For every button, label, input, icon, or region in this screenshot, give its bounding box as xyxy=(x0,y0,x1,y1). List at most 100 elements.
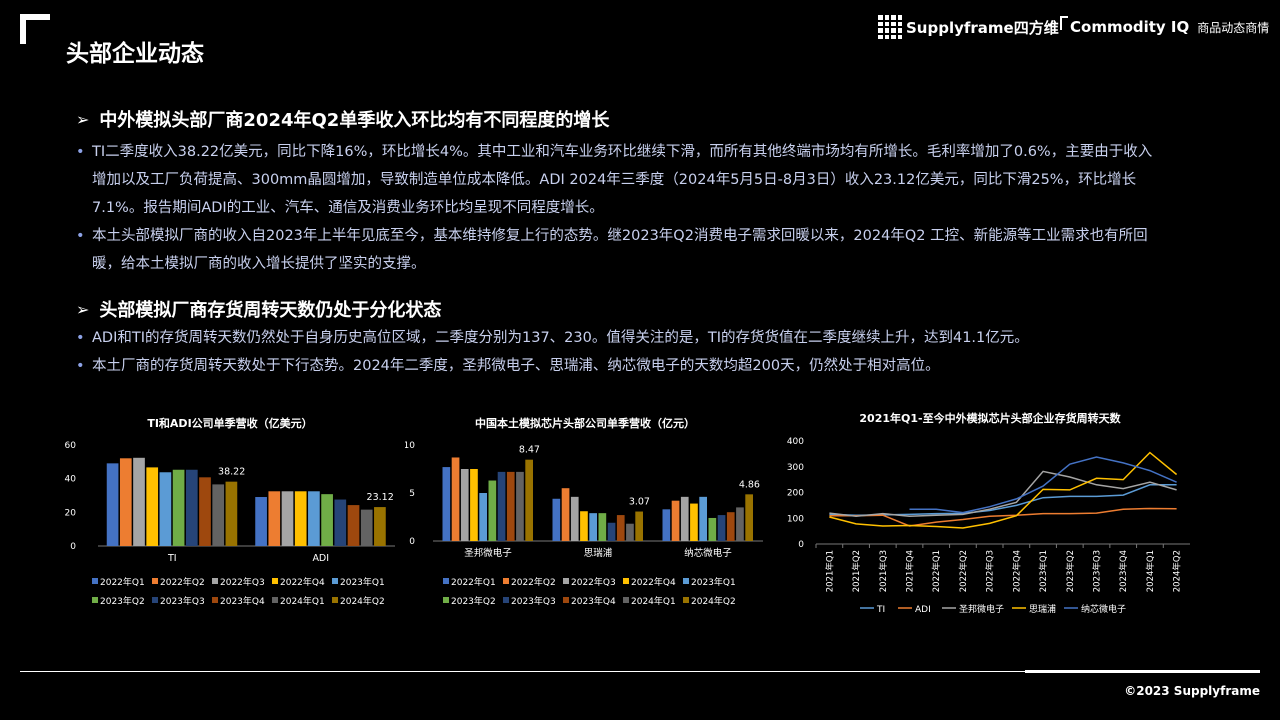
bar xyxy=(690,503,698,541)
bar xyxy=(745,494,753,541)
section1-bullet-2: • 本土头部模拟厂商的收入自2023年上半年见底至今，基本维持修复上行的态势。继… xyxy=(76,222,1156,278)
copyright: ©2023 Supplyframe xyxy=(1124,684,1260,698)
legend-swatch xyxy=(443,597,449,603)
legend-swatch xyxy=(212,597,218,603)
section2-bullet-2: • 本土厂商的存货周转天数处于下行态势。2024年二季度，圣邦微电子、思瑞浦、纳… xyxy=(76,352,1156,380)
y-tick-label: 0 xyxy=(70,542,76,552)
bar xyxy=(172,469,185,546)
y-tick-label: 400 xyxy=(787,437,804,447)
bar xyxy=(671,500,680,541)
bar xyxy=(255,497,267,546)
section2-heading: ➢ 头部模拟厂商存货周转天数仍处于分化状态 xyxy=(76,296,441,322)
category-label: ADI xyxy=(312,553,329,564)
legend-swatch xyxy=(92,578,98,584)
bar xyxy=(321,494,333,546)
y-tick-label: 5 xyxy=(409,489,415,499)
supplyframe-grid-icon xyxy=(878,15,902,39)
legend-label: 2022年Q4 xyxy=(280,576,325,588)
bar xyxy=(680,496,689,541)
bar xyxy=(607,522,616,541)
x-tick-label: 2022年Q3 xyxy=(985,550,996,592)
legend-label: 纳芯微电子 xyxy=(1081,603,1126,615)
legend-label: 2024年Q2 xyxy=(691,595,736,607)
bar xyxy=(347,505,360,546)
section1-bullet-1: • TI二季度收入38.22亿美元，同比下降16%，环比增长4%。其中工业和汽车… xyxy=(76,138,1156,222)
bar xyxy=(308,491,320,546)
x-tick-label: 2021年Q2 xyxy=(851,550,862,592)
legend-label: 2022年Q3 xyxy=(571,576,616,588)
bar xyxy=(199,477,211,546)
x-tick-label: 2021年Q3 xyxy=(878,550,889,592)
bar xyxy=(185,469,198,546)
legend-swatch xyxy=(443,578,449,584)
bar xyxy=(708,517,717,541)
legend-swatch xyxy=(623,597,629,603)
data-label: 38.22 xyxy=(218,467,245,478)
bar xyxy=(616,515,625,541)
bar xyxy=(717,515,726,541)
section1-heading-text: 中外模拟头部厂商2024年Q2单季收入环比均有不同程度的增长 xyxy=(99,110,610,131)
section2-heading-text: 头部模拟厂商存货周转天数仍处于分化状态 xyxy=(99,300,442,321)
chart-title: 中国本土模拟芯片头部公司单季营收（亿元） xyxy=(475,416,695,430)
bar xyxy=(589,513,597,541)
bullet-dot-icon: • xyxy=(76,228,85,244)
y-tick-label: 100 xyxy=(787,514,804,524)
y-tick-label: 60 xyxy=(65,441,77,451)
legend-swatch xyxy=(683,578,689,584)
bar xyxy=(470,469,478,541)
chart-title: 2021年Q1-至今中外模拟芯片头部企业存货周转天数 xyxy=(859,411,1121,425)
bar xyxy=(726,512,735,541)
data-label: 3.07 xyxy=(629,497,650,508)
legend-swatch xyxy=(212,578,218,584)
y-tick-label: 20 xyxy=(65,508,77,518)
ti-adi-revenue-chart: TI和ADI公司单季营收（亿美元） 0 20 40 60 TI ADI 38.22 23.12 2… xyxy=(65,416,395,607)
supplyframe-logo: Supplyframe四方维 xyxy=(878,14,1059,40)
legend-swatch xyxy=(503,597,509,603)
series-line xyxy=(829,507,1177,527)
bar xyxy=(451,457,460,541)
y-tick-label: 40 xyxy=(65,475,77,485)
bar xyxy=(525,459,533,541)
bar xyxy=(146,467,159,546)
legend-label: 2023年Q1 xyxy=(340,576,385,588)
legend-label: 2023年Q2 xyxy=(100,595,145,607)
bar xyxy=(212,484,225,546)
bar xyxy=(516,471,524,541)
bar xyxy=(552,498,561,541)
section2-bullet-1: • ADI和TI的存货周转天数仍然处于自身历史高位区域，二季度分别为137、23… xyxy=(76,324,1156,352)
bar xyxy=(106,463,119,546)
legend-swatch xyxy=(563,578,569,584)
legend-swatch xyxy=(503,578,509,584)
bar xyxy=(460,469,469,541)
legend-label: 圣邦微电子 xyxy=(959,603,1004,615)
y-tick-label: 0 xyxy=(409,537,415,547)
data-label: 23.12 xyxy=(367,492,394,503)
legend-swatch xyxy=(563,597,569,603)
category-label: 圣邦微电子 xyxy=(464,547,512,559)
x-tick-label: 2023年Q4 xyxy=(1118,550,1129,592)
bar xyxy=(570,496,579,541)
corner-bracket-decoration xyxy=(20,14,50,44)
inventory-turnover-days-chart: 2021年Q1-至今中外模拟芯片头部企业存货周转天数 0 100 200 300 400 2… xyxy=(787,411,1190,615)
legend-label: 思瑞浦 xyxy=(1029,603,1056,615)
bar xyxy=(488,480,497,541)
category-label: 纳芯微电子 xyxy=(684,547,732,559)
bullet-dot-icon: • xyxy=(76,358,85,374)
legend-label: 2023年Q4 xyxy=(571,595,616,607)
y-tick-label: 0 xyxy=(798,540,804,550)
domestic-analog-revenue-chart: 中国本土模拟芯片头部公司单季营收（亿元） 0 5 10 圣邦微电子 思瑞浦 纳芯微电子 8.4… xyxy=(405,416,763,607)
x-tick-label: 2022年Q2 xyxy=(958,550,969,592)
x-tick-label: 2024年Q2 xyxy=(1172,550,1183,592)
legend-label: 2024年Q1 xyxy=(631,595,676,607)
bar xyxy=(268,491,281,546)
legend-label: TI xyxy=(876,605,885,615)
bar xyxy=(479,493,487,541)
series-line xyxy=(909,456,1177,514)
legend-label: 2022年Q1 xyxy=(451,576,496,588)
footer-divider-accent xyxy=(1025,670,1260,673)
legend-label: 2022年Q1 xyxy=(100,576,145,588)
data-label: 8.47 xyxy=(519,445,540,456)
series-line xyxy=(829,470,1177,517)
chart-title: TI和ADI公司单季营收（亿美元） xyxy=(147,416,312,430)
legend-swatch xyxy=(332,578,338,584)
